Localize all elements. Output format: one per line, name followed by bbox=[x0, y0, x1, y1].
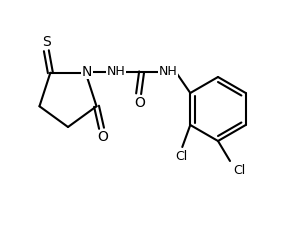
Text: Cl: Cl bbox=[233, 165, 245, 178]
Text: NH: NH bbox=[158, 65, 177, 78]
Text: Cl: Cl bbox=[175, 151, 188, 163]
Text: O: O bbox=[134, 96, 145, 110]
Text: S: S bbox=[42, 35, 51, 49]
Text: O: O bbox=[97, 130, 108, 144]
Text: NH: NH bbox=[106, 65, 125, 78]
Text: N: N bbox=[81, 65, 92, 79]
